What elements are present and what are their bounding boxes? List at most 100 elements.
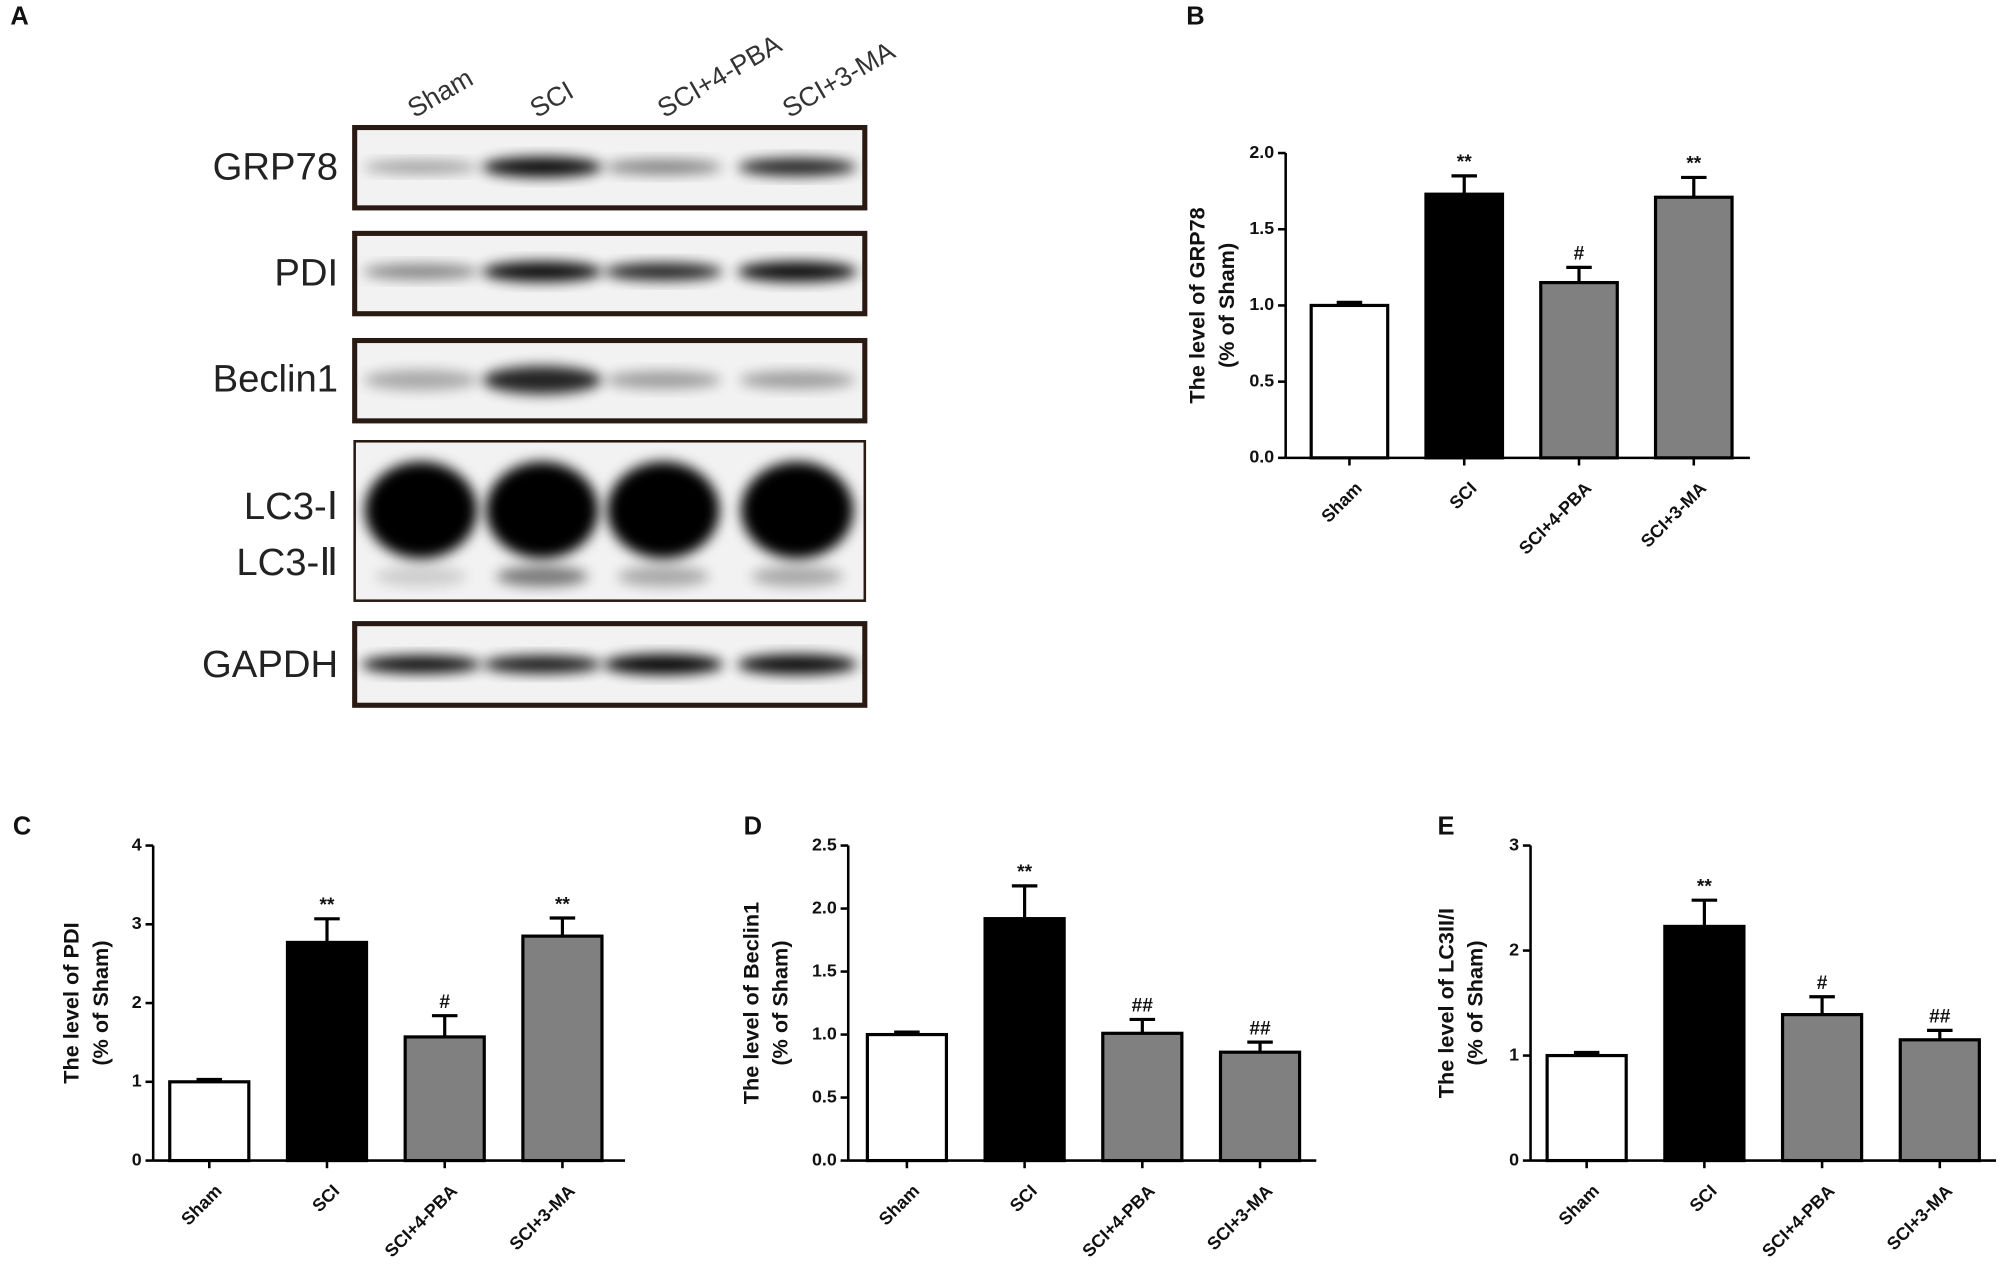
panel-label: A [10,3,28,31]
x-tick-label: SCI+4-PBA [1078,1181,1158,1261]
blot-band [486,461,599,559]
blot-band [737,654,858,675]
blot-band [607,461,720,559]
significance-label: ## [1929,1007,1951,1028]
bar [403,1035,486,1163]
blot-band [496,566,589,587]
bar [1424,192,1505,460]
y-tick-label: 2 [1509,939,1519,959]
lane-label: SCI [525,75,579,123]
significance-label: # [1817,973,1828,994]
y-axis-label: The level of PDI [59,922,84,1083]
blot-band [362,263,480,280]
y-tick-label: 0.5 [1249,370,1274,390]
row-label: PDI [274,252,338,295]
blot-band [617,566,710,587]
row-label: GAPDH [202,643,338,686]
x-tick-label: SCI+4-PBA [381,1181,461,1261]
significance-label: ** [320,895,335,916]
y-tick-label: 3 [1509,834,1519,854]
y-tick-label: 2.5 [812,834,837,854]
blot-band [361,655,481,674]
x-tick-label: Sham [875,1181,924,1230]
bar [1898,1038,1981,1163]
row-label: LC3-Ⅱ [236,541,338,584]
y-axis-label: (% of Sham) [88,940,113,1065]
blot-band [741,461,854,559]
blot-band [482,655,602,674]
x-tick-label: SCI [1686,1181,1721,1216]
y-axis-label: (% of Sham) [1214,243,1239,368]
bar [1101,1031,1184,1163]
bar [168,1080,251,1163]
y-axis-label: The level of GRP78 [1185,207,1210,403]
significance-label: # [439,992,450,1013]
bar [1545,1053,1628,1163]
x-tick-label: SCI+3-MA [1203,1181,1276,1254]
y-tick-label: 0 [132,1149,142,1169]
y-tick-label: 0.0 [812,1149,837,1169]
significance-label: ** [1017,862,1032,883]
blot-band [751,566,844,587]
x-tick-label: SCI+3-MA [1637,478,1710,551]
x-tick-label: SCI+4-PBA [1758,1181,1838,1261]
y-axis-label: The level of LC3II/I [1433,908,1458,1098]
significance-label: ** [1697,876,1712,897]
bar [1780,1013,1864,1163]
y-tick-label: 0.0 [1249,447,1274,467]
x-tick-label: Sham [1317,478,1366,527]
y-tick-label: 3 [132,913,142,933]
panel-label: D [744,812,762,840]
significance-label: ** [1457,152,1472,173]
bar [1218,1050,1302,1163]
blot-band [604,262,723,281]
blot-frame [352,337,868,424]
significance-label: ** [555,894,570,915]
y-tick-label: 2.0 [812,897,837,917]
panel-label: B [1186,3,1204,31]
x-tick-label: Sham [177,1181,226,1230]
x-tick-label: Sham [1555,1181,1604,1230]
blot-band [605,371,722,389]
y-tick-label: 2.0 [1249,142,1274,162]
blot-frame [352,621,868,708]
blot-band [363,369,479,391]
y-tick-label: 1.5 [812,960,837,980]
blot-band [482,156,603,178]
x-tick-label: SCI+4-PBA [1515,478,1595,558]
y-tick-label: 0.5 [812,1086,837,1106]
blot-image [352,124,868,708]
blot-band [604,159,722,175]
y-tick-label: 1.5 [1249,218,1274,238]
y-tick-label: 1.0 [1249,294,1274,314]
y-axis-label: (% of Sham) [1463,940,1488,1065]
blot-band [375,566,467,587]
blot-band [364,461,478,559]
x-tick-label: SCI+3-MA [1883,1181,1956,1254]
blot-band [739,371,856,389]
blot-band [482,261,603,282]
x-tick-label: SCI [1006,1181,1041,1216]
y-tick-label: 1 [132,1071,142,1091]
bar [1653,195,1734,460]
bar [1663,924,1746,1163]
y-tick-label: 1 [1509,1044,1519,1064]
y-axis-label: (% of Sham) [768,940,793,1065]
lane-label: Sham [402,63,478,124]
significance-label: ** [1686,154,1701,175]
bar [1539,280,1619,460]
y-tick-label: 0 [1509,1149,1519,1169]
blot-band [737,261,858,282]
x-tick-label: SCI [308,1181,343,1216]
significance-label: # [1574,244,1585,265]
blot-band [737,158,857,176]
row-label: LC3-Ⅰ [244,485,338,528]
x-tick-label: SCI [1445,478,1480,513]
y-tick-label: 4 [132,834,142,854]
bar [1309,303,1390,460]
blot-band [603,654,724,675]
bar [983,917,1066,1163]
panel-label: E [1437,812,1454,840]
blot-frame [353,439,867,602]
